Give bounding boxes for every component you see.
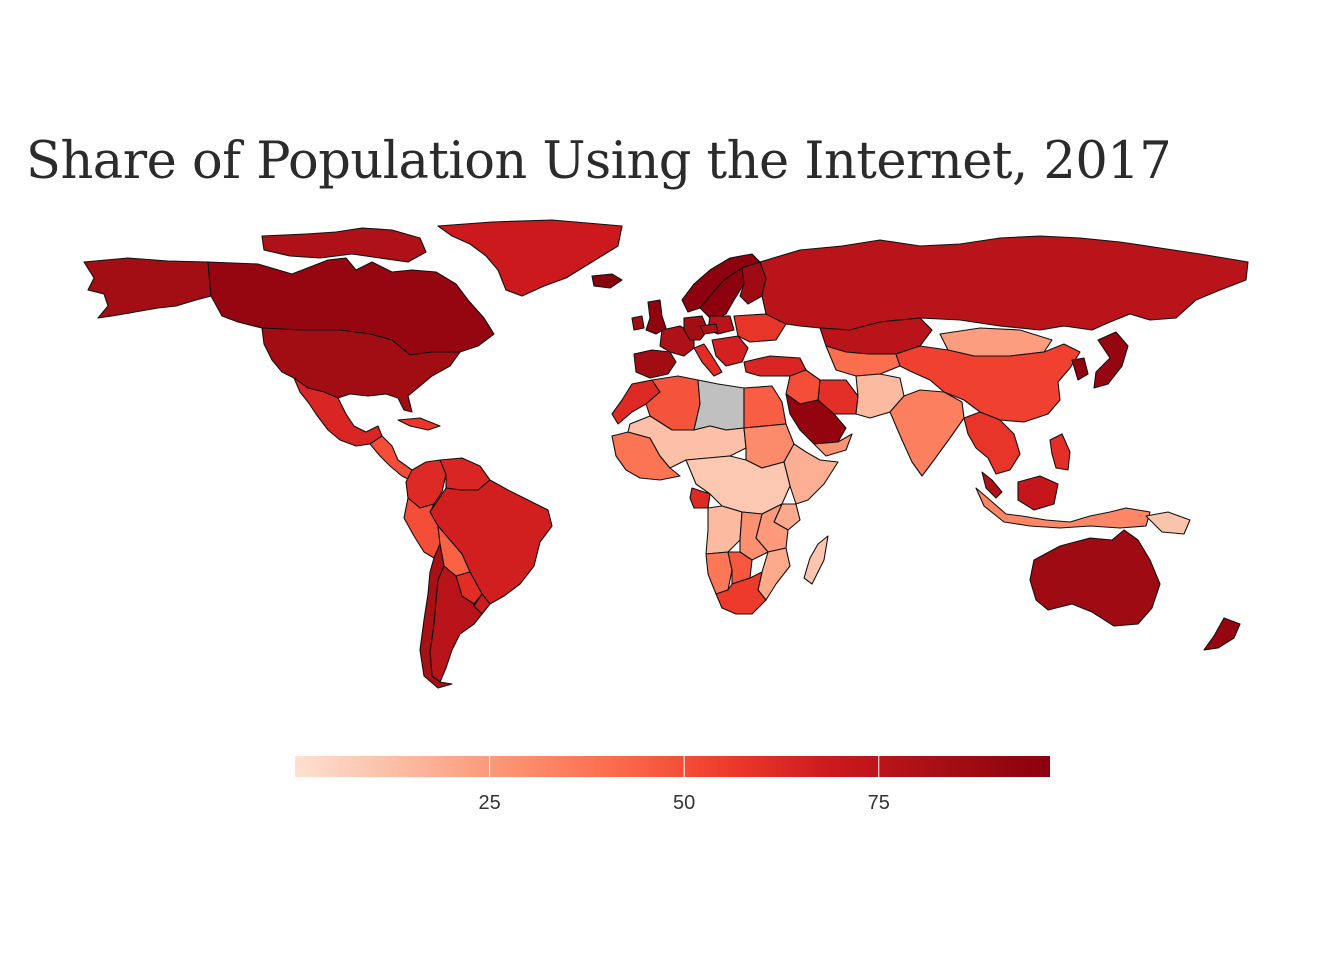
region-central-africa[interactable] <box>685 455 791 515</box>
region-egypt[interactable] <box>743 385 787 429</box>
region-balkans[interactable] <box>711 335 749 367</box>
region-china[interactable] <box>895 343 1081 423</box>
region-papua-new-guinea[interactable] <box>1145 511 1191 535</box>
region-yemen-oman[interactable] <box>813 433 853 457</box>
region-libya[interactable] <box>693 379 745 431</box>
region-chile[interactable] <box>419 543 453 689</box>
colorbar-tick-label: 50 <box>673 792 695 814</box>
region-canadian-arctic[interactable] <box>261 227 427 263</box>
region-horn-of-africa[interactable] <box>783 443 839 505</box>
region-korea[interactable] <box>1071 357 1089 381</box>
region-south-africa[interactable] <box>715 571 767 615</box>
region-saudi-arabia[interactable] <box>785 393 847 445</box>
region-madagascar[interactable] <box>803 535 829 585</box>
region-australia[interactable] <box>1029 529 1161 627</box>
country-regions <box>83 219 1249 689</box>
region-indonesia[interactable] <box>975 487 1151 529</box>
region-venezuela[interactable] <box>439 457 491 491</box>
region-india[interactable] <box>889 389 965 477</box>
chart-title: Share of Population Using the Internet, … <box>26 132 1172 191</box>
region-czechia[interactable] <box>699 323 719 335</box>
colorbar-gradient-bar <box>295 756 1050 777</box>
region-angola[interactable] <box>705 505 743 555</box>
region-new-zealand[interactable] <box>1203 617 1241 651</box>
region-russia[interactable] <box>759 235 1249 331</box>
region-philippines[interactable] <box>1049 433 1071 471</box>
region-alaska[interactable] <box>83 257 212 319</box>
region-united-kingdom[interactable] <box>645 299 667 335</box>
region-malaysia[interactable] <box>981 471 1003 499</box>
colorbar-ticks: 25 50 75 <box>478 756 890 814</box>
region-colombia[interactable] <box>405 459 447 509</box>
region-cuba[interactable] <box>397 417 441 431</box>
region-mozambique[interactable] <box>757 547 791 601</box>
region-ireland[interactable] <box>631 315 645 331</box>
region-germany[interactable] <box>683 315 709 341</box>
region-greenland[interactable] <box>437 219 623 297</box>
colorbar-tick-label: 75 <box>868 792 890 814</box>
region-namibia[interactable] <box>705 551 733 595</box>
region-zambia[interactable] <box>739 511 769 561</box>
region-japan[interactable] <box>1093 331 1129 389</box>
colorbar: 25 50 75 <box>295 756 1050 814</box>
colorbar-tick-label: 25 <box>478 792 500 814</box>
region-italy[interactable] <box>693 343 723 377</box>
region-gabon[interactable] <box>689 487 711 509</box>
region-mainland-southeast-asia[interactable] <box>963 411 1021 475</box>
region-iceland[interactable] <box>591 273 623 289</box>
region-spain[interactable] <box>633 349 677 379</box>
region-borneo[interactable] <box>1017 475 1059 511</box>
